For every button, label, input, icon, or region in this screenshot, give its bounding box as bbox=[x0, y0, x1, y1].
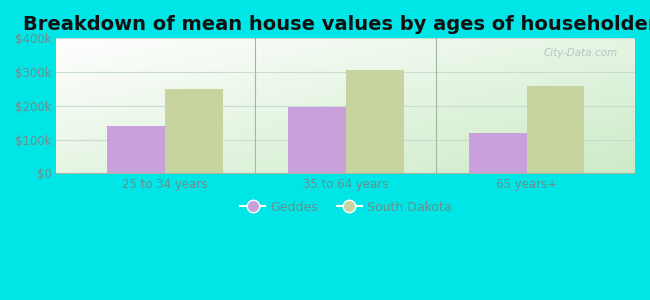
Title: Breakdown of mean house values by ages of householders: Breakdown of mean house values by ages o… bbox=[23, 15, 650, 34]
Text: City-Data.com: City-Data.com bbox=[543, 48, 618, 58]
Bar bbox=[288, 107, 346, 173]
Bar bbox=[469, 133, 526, 173]
Bar bbox=[165, 89, 223, 173]
Bar bbox=[526, 85, 584, 173]
Legend: Geddes, South Dakota: Geddes, South Dakota bbox=[235, 196, 456, 219]
Bar bbox=[107, 126, 165, 173]
Bar bbox=[346, 70, 404, 173]
